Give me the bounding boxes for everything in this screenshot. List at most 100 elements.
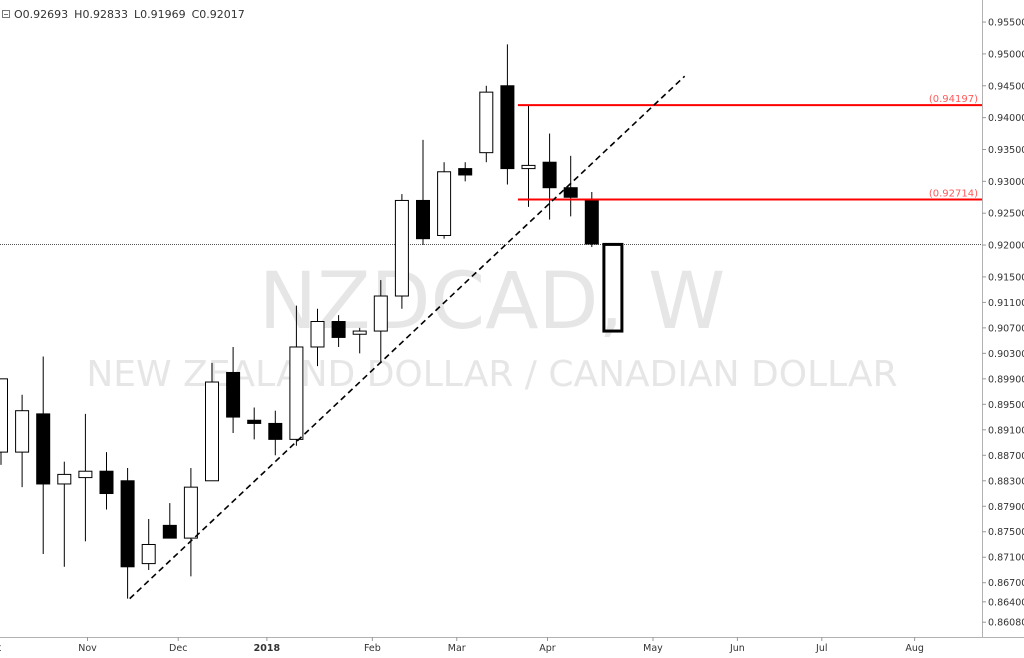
- y-tick-label: 0.88300: [988, 476, 1024, 487]
- candle-body: [162, 524, 177, 539]
- trendline: [129, 75, 686, 600]
- candle-body: [15, 410, 30, 453]
- y-tick-label: 0.89900: [988, 374, 1024, 385]
- y-tick-label: 0.95500: [988, 18, 1024, 29]
- candle-body: [542, 161, 557, 189]
- y-tick-label: 0.87100: [988, 553, 1024, 564]
- ohlc-open: O0.92693: [14, 7, 69, 21]
- candle: [226, 346, 241, 433]
- y-tick-label: 0.86080: [988, 618, 1024, 629]
- y-tick-label: 0.91500: [988, 272, 1024, 283]
- candle-body: [373, 295, 388, 332]
- candle-body: [268, 422, 283, 440]
- y-tick-label: 0.88700: [988, 451, 1024, 462]
- candle: [331, 315, 346, 347]
- candle: [289, 305, 304, 446]
- y-tick-label: 0.94000: [988, 113, 1024, 124]
- candle-body: [141, 543, 156, 565]
- candle-body: [416, 199, 430, 240]
- y-tick-label: 0.90700: [988, 323, 1024, 334]
- candle: [57, 461, 72, 567]
- x-tick-label: Feb: [364, 643, 381, 654]
- candle-body: [247, 419, 262, 424]
- candle: [268, 410, 283, 456]
- candle: [458, 162, 473, 182]
- candle-body: [394, 199, 409, 297]
- projection-box: [602, 242, 624, 333]
- candle-body: [479, 91, 494, 154]
- candle-body: [289, 346, 304, 440]
- candles: [0, 44, 599, 599]
- level-label: (0.92714): [929, 189, 978, 200]
- y-tick-label: 0.95000: [988, 49, 1024, 60]
- candle: [563, 155, 578, 217]
- candle: [15, 394, 30, 488]
- y-tick-label: 0.86400: [988, 597, 1024, 608]
- x-tick-label: Aug: [905, 643, 924, 654]
- x-tick-label: May: [643, 643, 663, 654]
- candle: [584, 191, 599, 248]
- candle-body: [584, 200, 599, 245]
- x-axis: ct Nov Dec 2018 Feb Mar Apr May Jun Jul Aug: [0, 637, 924, 654]
- y-tick-label: 0.87500: [988, 527, 1024, 538]
- candle: [352, 327, 367, 354]
- ohlc-legend: O0.92693 H0.92833 L0.91969 C0.92017: [0, 4, 251, 24]
- y-tick-label: 0.92000: [988, 241, 1024, 252]
- candle-body: [500, 85, 515, 170]
- candle-body: [99, 470, 114, 495]
- candle: [542, 133, 557, 220]
- candle-body: [563, 187, 578, 198]
- candle: [141, 519, 156, 570]
- candle-body: [78, 470, 93, 479]
- y-tick-label: 0.90300: [988, 349, 1024, 360]
- candle: [479, 85, 494, 163]
- candle: [310, 308, 325, 367]
- candle-body: [458, 168, 473, 176]
- candle-body: [352, 330, 367, 335]
- collapse-icon[interactable]: [2, 10, 10, 18]
- candle-body: [521, 164, 536, 170]
- candle: [78, 413, 93, 542]
- y-tick-label: 0.93000: [988, 177, 1024, 188]
- x-tick-label: Nov: [78, 643, 97, 654]
- candle: [120, 468, 135, 599]
- candle-body: [120, 480, 135, 568]
- candle-body: [57, 473, 72, 485]
- y-axis: 0.95500 0.95000 0.94500 0.94000 0.93500 0.930…: [982, 18, 1024, 629]
- candle: [36, 356, 51, 555]
- y-tick-label: 0.89100: [988, 425, 1024, 436]
- candle: [205, 362, 219, 482]
- candle: [162, 503, 177, 539]
- candle: [0, 378, 8, 465]
- candle-body: [0, 378, 8, 453]
- candle-body: [183, 486, 198, 539]
- ohlc-close: C0.92017: [191, 7, 245, 21]
- y-tick-label: 0.93500: [988, 145, 1024, 156]
- candle-body: [437, 171, 452, 236]
- y-tick-label: 0.94500: [988, 81, 1024, 92]
- y-tick-label: 0.87900: [988, 502, 1024, 513]
- y-tick-label: 0.86700: [988, 578, 1024, 589]
- x-tick-label: Apr: [539, 643, 556, 654]
- ohlc-high: H0.92833: [74, 7, 128, 21]
- watermark-description: NEW ZEALAND DOLLAR / CANADIAN DOLLAR: [86, 354, 897, 395]
- candle-body: [226, 371, 241, 418]
- candle: [183, 468, 198, 577]
- candle: [373, 280, 388, 363]
- candle-body: [205, 381, 219, 482]
- x-tick-label: Jun: [729, 643, 745, 654]
- x-tick-label: Jul: [815, 643, 827, 654]
- candle: [247, 407, 262, 440]
- y-tick-label: 0.89500: [988, 400, 1024, 411]
- level-label: (0.94197): [929, 94, 978, 105]
- candle: [500, 44, 515, 185]
- candle: [521, 104, 536, 207]
- ohlc-low: L0.91969: [133, 7, 186, 21]
- candle-body: [310, 321, 325, 348]
- watermark-symbol: NZDCAD, W: [259, 257, 725, 347]
- candle: [437, 162, 452, 239]
- candle-body: [36, 413, 51, 485]
- y-tick-label: 0.92500: [988, 209, 1024, 220]
